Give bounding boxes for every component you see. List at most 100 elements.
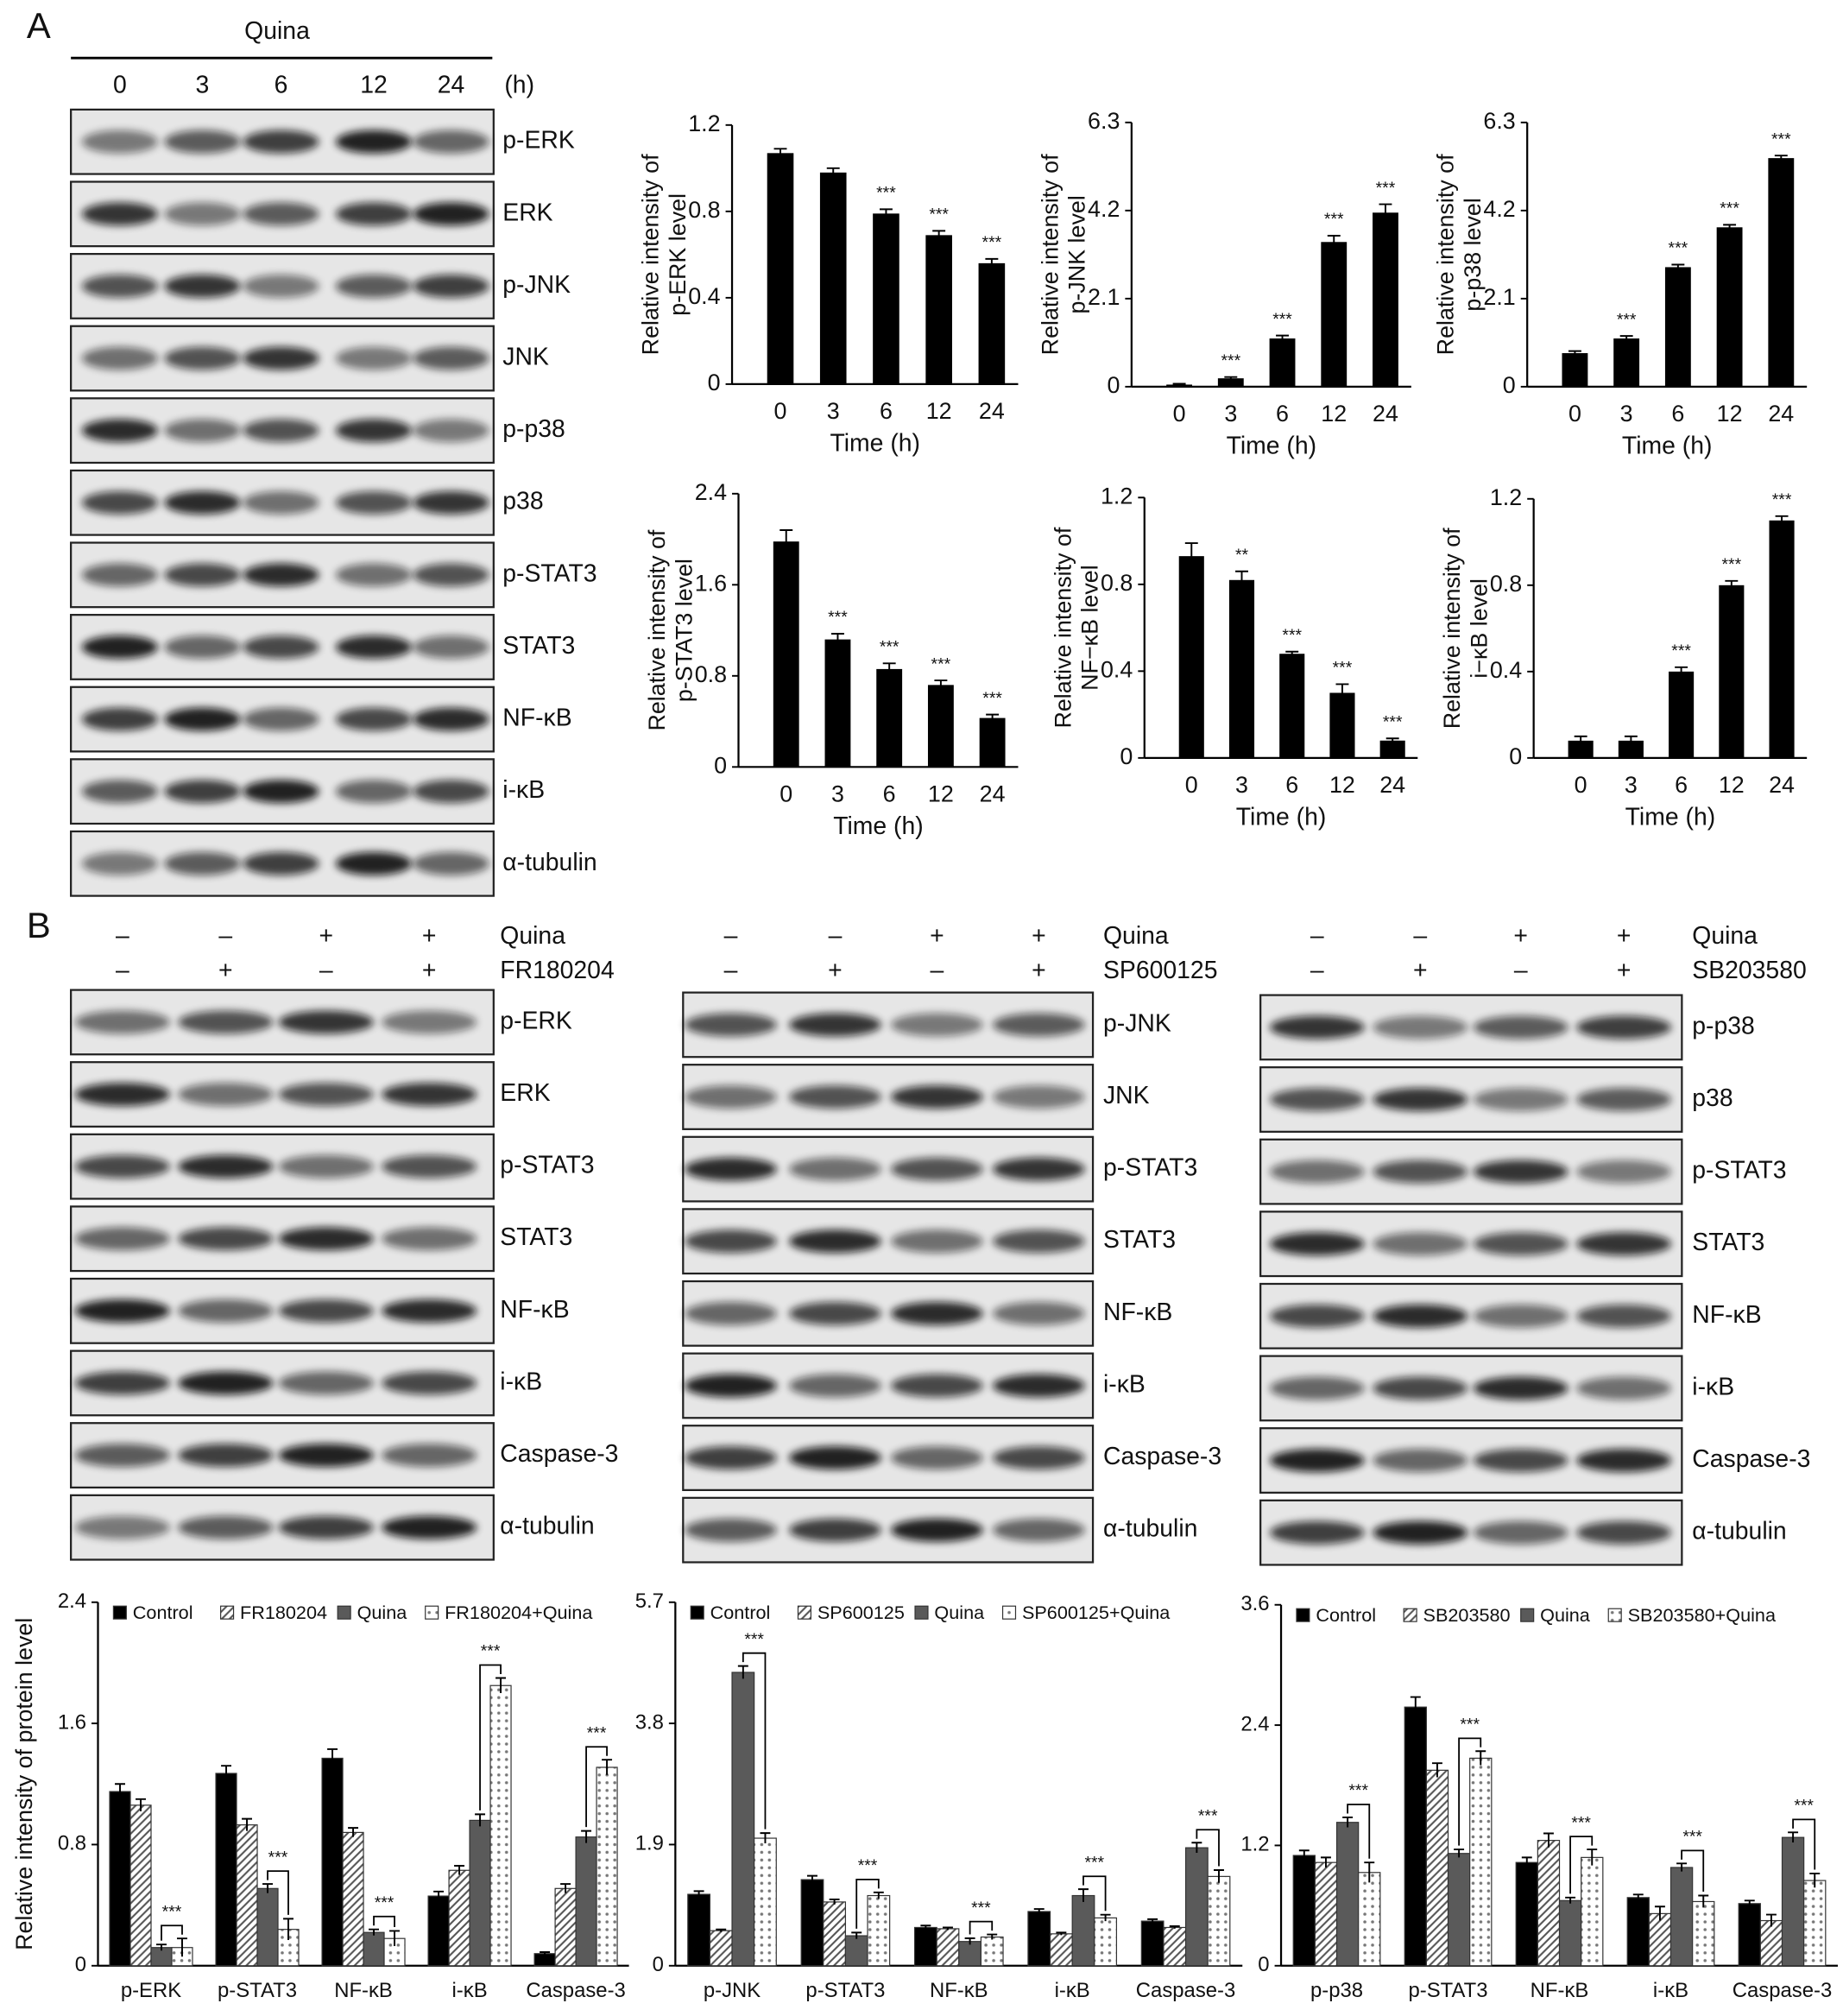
treatment-sign: + bbox=[1617, 957, 1632, 984]
error-bar bbox=[1327, 235, 1341, 249]
bar bbox=[1781, 1836, 1805, 1967]
y-tick-label: 2.1 bbox=[1088, 284, 1120, 310]
error-bar bbox=[1320, 1856, 1331, 1867]
blot-band bbox=[335, 130, 413, 154]
y-tick-label: 1.2 bbox=[1490, 484, 1522, 510]
blot-band bbox=[1373, 1449, 1468, 1472]
treatment-sign: – bbox=[1310, 922, 1324, 950]
bar bbox=[1178, 556, 1204, 758]
legend-label: Quina bbox=[357, 1602, 408, 1623]
blot-band bbox=[278, 1299, 374, 1323]
blot-band bbox=[335, 346, 413, 370]
lane-label: 0 bbox=[113, 72, 127, 99]
blot-band bbox=[891, 1446, 983, 1469]
error-bar bbox=[830, 633, 844, 646]
error-bar bbox=[454, 1865, 465, 1875]
blot-band bbox=[81, 635, 158, 659]
protein-label: p38 bbox=[502, 488, 543, 515]
blot-band bbox=[335, 563, 413, 587]
y-axis-title: i−κB level bbox=[1467, 578, 1493, 679]
blot-band bbox=[278, 1444, 374, 1467]
significance: *** bbox=[1671, 641, 1691, 660]
bar bbox=[873, 213, 899, 384]
blot-band bbox=[1269, 1304, 1365, 1328]
protein-label: Caspase-3 bbox=[1103, 1443, 1221, 1470]
blot-band bbox=[335, 275, 413, 298]
protein-label: α-tubulin bbox=[500, 1513, 594, 1540]
y-axis-title: Relative intensity of bbox=[1439, 528, 1465, 729]
blot-band bbox=[789, 1157, 881, 1181]
significance: *** bbox=[1571, 1813, 1591, 1832]
bar bbox=[236, 1824, 258, 1967]
significance: *** bbox=[1460, 1716, 1480, 1735]
y-axis-title: Relative intensity of bbox=[1433, 154, 1459, 355]
significance: *** bbox=[587, 1723, 607, 1742]
blot-band bbox=[164, 419, 241, 443]
error-bar bbox=[1169, 1925, 1180, 1929]
x-tick-label: i-κB bbox=[452, 1979, 488, 2002]
bar bbox=[1094, 1917, 1118, 1967]
significance-bracket bbox=[1792, 1818, 1816, 1870]
error-bar bbox=[1788, 1831, 1799, 1842]
bar bbox=[823, 1901, 847, 1967]
legend-swatch bbox=[1607, 1608, 1622, 1622]
significance: *** bbox=[1198, 1806, 1218, 1825]
bar bbox=[1184, 1847, 1209, 1967]
error-bar bbox=[807, 1874, 817, 1884]
bar bbox=[256, 1887, 279, 1967]
x-tick-label: 24 bbox=[979, 398, 1005, 424]
error-bar bbox=[1100, 1913, 1111, 1922]
x-tick-label: 0 bbox=[1173, 401, 1186, 427]
blot-band bbox=[1576, 1449, 1672, 1472]
x-axis-title: Time (h) bbox=[1236, 804, 1327, 831]
bar bbox=[1027, 1911, 1051, 1967]
blot-band bbox=[413, 419, 489, 443]
blot-band bbox=[685, 1085, 777, 1109]
y-tick-label: 0 bbox=[1107, 372, 1120, 398]
error-bar bbox=[1056, 1931, 1067, 1936]
blot-band bbox=[789, 1301, 881, 1325]
lane-label: 24 bbox=[438, 72, 465, 99]
blot-band bbox=[992, 1374, 1085, 1398]
error-bar bbox=[773, 148, 787, 158]
y-tick-label: 2.4 bbox=[1240, 1712, 1269, 1735]
bar bbox=[800, 1879, 824, 1967]
error-bar bbox=[327, 1747, 338, 1767]
protein-label: ERK bbox=[500, 1079, 550, 1107]
bar bbox=[1163, 1926, 1187, 1967]
protein-label: JNK bbox=[1103, 1082, 1150, 1109]
blot-band bbox=[178, 1299, 274, 1323]
bar bbox=[1321, 242, 1348, 387]
error-bar bbox=[882, 662, 896, 675]
y-tick-label: 3.6 bbox=[1240, 1592, 1269, 1615]
x-tick-label: 24 bbox=[1373, 401, 1398, 427]
blot-band bbox=[164, 275, 241, 298]
protein-label: i-κB bbox=[1103, 1370, 1146, 1398]
bar bbox=[1618, 740, 1644, 758]
error-bar bbox=[716, 1928, 727, 1932]
blot-band bbox=[278, 1371, 374, 1395]
protein-label: Caspase-3 bbox=[500, 1440, 618, 1468]
x-tick-label: 12 bbox=[1329, 772, 1355, 798]
y-tick-label: 0 bbox=[708, 370, 721, 395]
blot-band bbox=[1473, 1232, 1568, 1256]
blot-band bbox=[335, 419, 413, 443]
x-axis-title: Time (h) bbox=[1622, 433, 1713, 460]
error-bar bbox=[369, 1928, 380, 1936]
y-axis-title: p-p38 level bbox=[1460, 198, 1486, 311]
bar bbox=[1558, 1899, 1582, 1967]
y-tick-label: 0 bbox=[1503, 372, 1516, 398]
y-tick-label: 0 bbox=[1120, 743, 1133, 769]
error-bar bbox=[1033, 1908, 1045, 1914]
error-bar bbox=[1765, 1913, 1777, 1927]
error-bar bbox=[1809, 1872, 1821, 1888]
error-bar bbox=[1298, 1849, 1310, 1861]
x-tick-label: 6 bbox=[880, 398, 893, 424]
error-bar bbox=[1568, 350, 1581, 356]
significance: ** bbox=[1235, 546, 1249, 565]
blot-band bbox=[1473, 1376, 1568, 1400]
bar bbox=[1648, 1912, 1672, 1967]
significance: *** bbox=[1682, 1828, 1702, 1847]
bar bbox=[1404, 1706, 1427, 1967]
bar bbox=[980, 1936, 1004, 1967]
